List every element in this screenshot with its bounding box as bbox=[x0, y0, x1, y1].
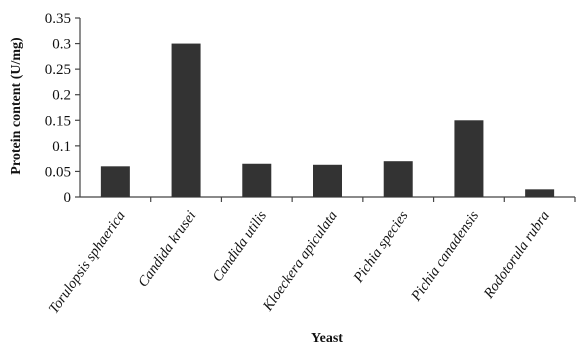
y-tick-label: 0.15 bbox=[45, 113, 71, 129]
y-tick-label: 0.25 bbox=[45, 62, 71, 78]
x-category-label: Candida krusei bbox=[135, 208, 199, 290]
x-axis-category-labels: Torulopsis sphaerica Candida krusei Candid… bbox=[46, 197, 576, 317]
bar bbox=[171, 43, 201, 198]
x-category-label: Torulopsis sphaerica bbox=[46, 208, 129, 317]
y-axis-ticks: 0 0.05 0.1 0.15 0.2 0.25 0.3 0.35 bbox=[45, 11, 80, 206]
x-category-label: Rodotorula rubra bbox=[480, 208, 553, 302]
y-tick-label: 0 bbox=[64, 190, 72, 206]
bar bbox=[525, 189, 555, 197]
y-tick-label: 0.35 bbox=[45, 11, 71, 27]
y-tick-label: 0.2 bbox=[52, 88, 71, 104]
x-category-label: Candida utilis bbox=[210, 208, 271, 285]
bar bbox=[100, 166, 130, 197]
x-category-label: Kloeckera apiculata bbox=[259, 208, 340, 315]
x-category-label: Pichia canadensis bbox=[408, 208, 483, 305]
bar bbox=[313, 164, 342, 197]
y-axis-title: Protein content (U/mg) bbox=[9, 37, 24, 175]
bar bbox=[383, 161, 413, 197]
y-tick-label: 0.3 bbox=[52, 37, 71, 53]
y-tick-label: 0.1 bbox=[52, 139, 71, 155]
x-axis-title: Yeast bbox=[311, 331, 343, 346]
x-category-label: Pichia species bbox=[350, 208, 412, 287]
bar bbox=[242, 163, 272, 197]
bar bbox=[454, 120, 484, 197]
bars bbox=[100, 43, 555, 198]
y-tick-label: 0.05 bbox=[45, 164, 71, 180]
